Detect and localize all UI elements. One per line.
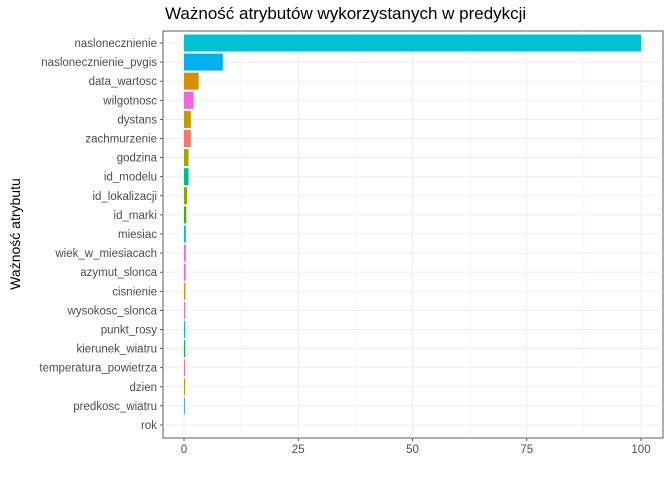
y-tick-label: miesiac [118,229,157,241]
plot-panel [162,30,664,439]
y-tick-label: predkosc_wiatru [73,401,157,413]
bar-temperatura_powietrza [184,359,185,377]
bar-dzien [184,378,185,396]
y-axis-title: Ważność atrybutu [7,178,23,290]
y-axis-ticks: naslonecznienie naslonecznienie_pvgisdata… [39,38,163,432]
bar-naslonecznienie [184,34,641,52]
bars [184,34,641,415]
major-gridlines [163,31,663,438]
bar-wysokosc_slonca [184,301,186,319]
bar-dystans [184,110,191,128]
bar-id_lokalizacji [184,187,188,205]
x-tick-label: 75 [520,444,533,456]
x-tick-label: 0 [181,444,187,456]
bar-punkt_rosy [184,321,185,338]
y-tick-label: punkt_rosy [101,325,158,337]
y-tick-label: id_marki [114,210,157,222]
y-tick-label: data_wartosc [89,76,158,88]
bar-id_modelu [184,168,189,186]
y-tick-label: godzina [117,153,158,165]
y-tick-label: dystans [117,114,157,126]
y-tick-label: wilgotnosc [102,95,157,107]
y-tick-label: id_lokalizacji [92,191,157,203]
y-tick-label: id_modelu [104,172,157,184]
x-tick-label: 25 [292,444,305,456]
bar-kierunek_wiatru [184,340,185,358]
chart-title: Ważność atrybutów wykorzystanych w predy… [165,4,527,23]
bar-cisnienie [184,282,186,300]
bar-godzina [184,149,189,167]
y-tick-label: zachmurzenie [85,134,157,146]
y-tick-label: naslonecznienie [75,38,157,50]
bar-miesiac [184,225,186,243]
y-tick-label: temperatura_powietrza [39,363,157,375]
bar-wiek_w_miesiacach [184,244,186,262]
y-tick-label: dzien [130,382,158,394]
y-tick-label: wiek_w_miesiacach [54,248,157,260]
y-tick-label: wysokosc_slonca [67,305,158,317]
bar-data_wartosc [184,72,199,90]
x-axis-ticks: 0 25 50 75 100 [181,438,651,456]
x-tick-label: 50 [406,444,419,456]
y-tick-label: kierunek_wiatru [76,344,157,356]
bar-predkosc_wiatru [184,397,185,415]
y-tick-label: rok [141,420,157,432]
bar-azymut_slonca [184,263,186,281]
bar-naslonecznienie_pvgis [184,53,223,71]
x-tick-label: 100 [631,444,650,456]
bar-id_marki [184,206,187,224]
y-tick-label: azymut_slonca [80,267,157,279]
y-tick-label: cisnienie [112,286,157,298]
bar-zachmurzenie [184,130,191,147]
y-tick-label: naslonecznienie_pvgis [41,57,157,69]
minor-gridlines [240,31,585,438]
bar-wilgotnosc [184,91,194,109]
